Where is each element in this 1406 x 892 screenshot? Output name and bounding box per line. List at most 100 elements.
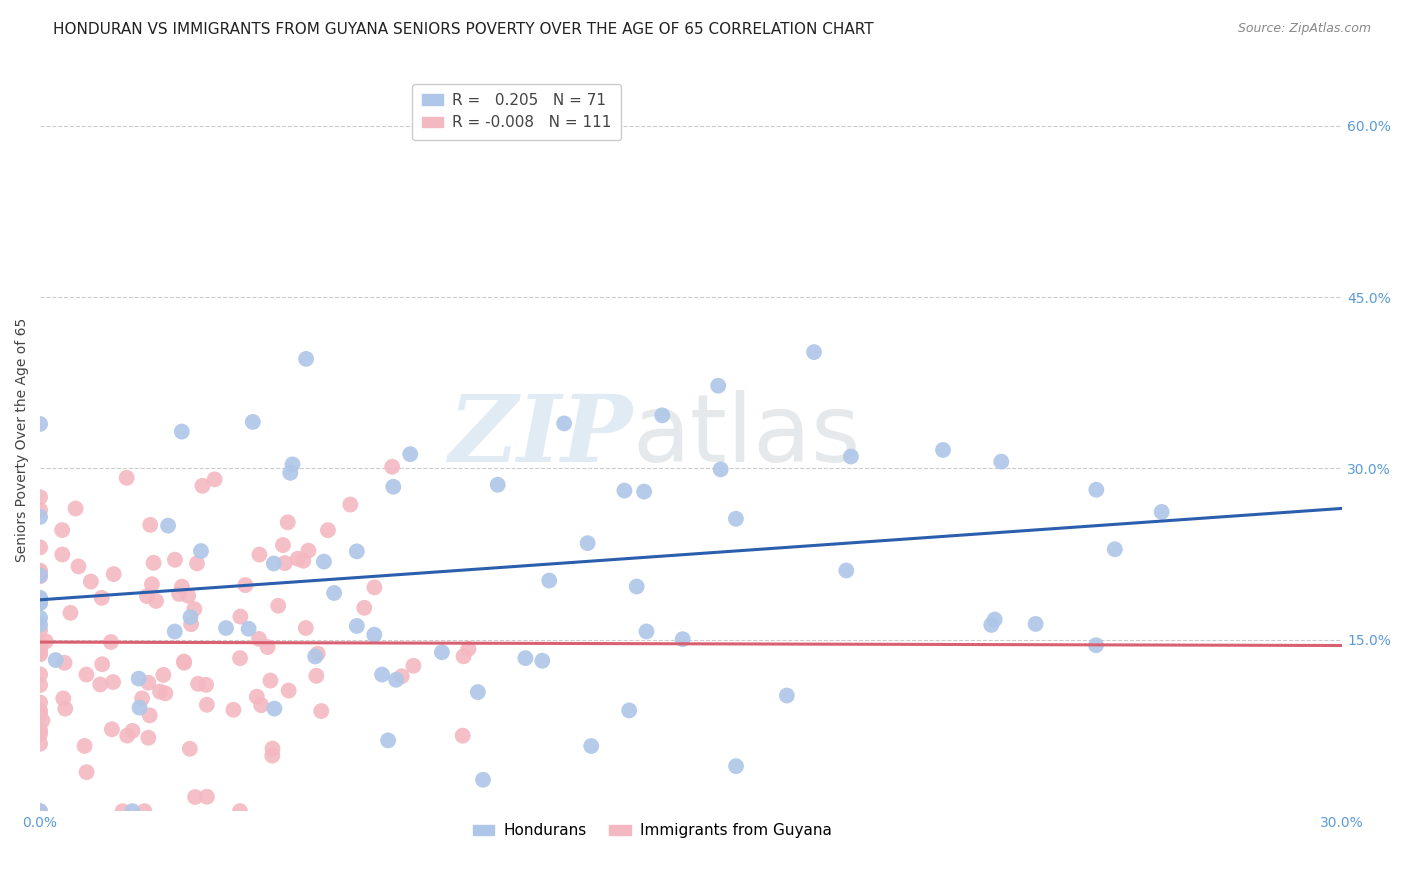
Point	[304, 649, 326, 664]
Point	[167, 587, 190, 601]
Point	[281, 458, 304, 472]
Point	[30, 541, 52, 555]
Point	[312, 555, 335, 569]
Point	[30, 723, 52, 738]
Point	[30, 591, 52, 605]
Point	[100, 635, 122, 649]
Point	[65, 501, 87, 516]
Text: ZIP: ZIP	[449, 391, 633, 481]
Point	[30, 569, 52, 583]
Point	[195, 678, 218, 692]
Point	[90, 591, 112, 605]
Point	[45, 653, 67, 667]
Point	[980, 618, 1002, 632]
Point	[990, 455, 1012, 469]
Point	[229, 651, 252, 665]
Point	[115, 729, 138, 743]
Point	[472, 772, 495, 787]
Point	[59, 606, 82, 620]
Point	[136, 731, 159, 745]
Point	[30, 678, 52, 692]
Point	[402, 658, 425, 673]
Point	[259, 673, 281, 688]
Point	[1150, 505, 1173, 519]
Point	[170, 425, 193, 439]
Point	[633, 484, 655, 499]
Point	[30, 637, 52, 651]
Point	[101, 723, 124, 737]
Point	[983, 613, 1005, 627]
Point	[323, 586, 346, 600]
Point	[67, 559, 90, 574]
Text: HONDURAN VS IMMIGRANTS FROM GUYANA SENIORS POVERTY OVER THE AGE OF 65 CORRELATIO: HONDURAN VS IMMIGRANTS FROM GUYANA SENIO…	[53, 22, 875, 37]
Point	[73, 739, 96, 753]
Point	[53, 656, 76, 670]
Point	[173, 655, 195, 669]
Point	[271, 538, 294, 552]
Point	[316, 523, 339, 537]
Point	[430, 645, 453, 659]
Point	[128, 672, 150, 686]
Point	[710, 462, 733, 476]
Point	[30, 737, 52, 751]
Point	[30, 696, 52, 710]
Point	[267, 599, 290, 613]
Point	[184, 790, 207, 805]
Point	[180, 617, 202, 632]
Point	[53, 701, 76, 715]
Point	[353, 600, 375, 615]
Point	[932, 442, 955, 457]
Point	[163, 553, 186, 567]
Point	[173, 656, 195, 670]
Point	[195, 789, 218, 804]
Point	[553, 417, 575, 431]
Point	[486, 477, 509, 491]
Point	[287, 551, 309, 566]
Point	[382, 480, 405, 494]
Point	[186, 557, 208, 571]
Point	[626, 580, 648, 594]
Point	[453, 649, 475, 664]
Point	[538, 574, 561, 588]
Point	[177, 589, 200, 603]
Point	[30, 623, 52, 637]
Point	[246, 690, 269, 704]
Point	[30, 727, 52, 741]
Point	[263, 701, 285, 715]
Point	[35, 634, 58, 648]
Point	[467, 685, 489, 699]
Point	[128, 700, 150, 714]
Point	[131, 691, 153, 706]
Point	[229, 609, 252, 624]
Point	[399, 447, 422, 461]
Point	[651, 409, 673, 423]
Point	[183, 602, 205, 616]
Point	[30, 707, 52, 722]
Point	[30, 503, 52, 517]
Point	[30, 510, 52, 524]
Y-axis label: Seniors Poverty Over the Age of 65: Seniors Poverty Over the Age of 65	[15, 318, 30, 562]
Point	[101, 675, 124, 690]
Point	[135, 589, 157, 603]
Point	[142, 556, 165, 570]
Point	[30, 564, 52, 578]
Point	[636, 624, 658, 639]
Legend: Hondurans, Immigrants from Guyana: Hondurans, Immigrants from Guyana	[467, 817, 838, 845]
Point	[707, 378, 730, 392]
Point	[363, 628, 385, 642]
Point	[30, 490, 52, 504]
Text: atlas: atlas	[633, 390, 860, 483]
Point	[672, 632, 695, 647]
Point	[30, 566, 52, 580]
Point	[576, 536, 599, 550]
Point	[30, 568, 52, 582]
Point	[309, 704, 332, 718]
Point	[724, 512, 747, 526]
Point	[179, 610, 201, 624]
Point	[839, 450, 862, 464]
Point	[163, 624, 186, 639]
Point	[30, 804, 52, 818]
Point	[111, 804, 134, 818]
Point	[371, 667, 394, 681]
Point	[51, 548, 73, 562]
